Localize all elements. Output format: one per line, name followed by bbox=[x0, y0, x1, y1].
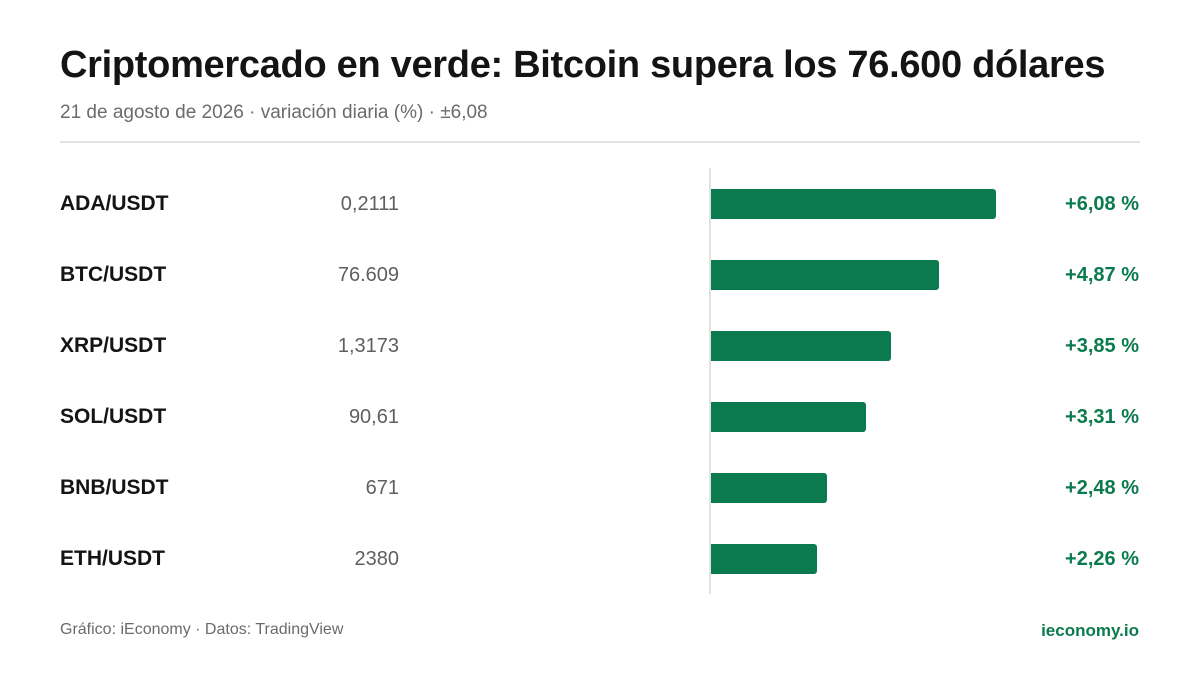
change-bar bbox=[711, 260, 939, 290]
source-credit: Gráfico: iEconomy · Datos: TradingView bbox=[60, 621, 344, 638]
table-row: ETH/USDT 2380 +2,26 % bbox=[0, 544, 1200, 574]
change-bar bbox=[711, 402, 866, 432]
change-bar bbox=[711, 473, 827, 503]
change-bar bbox=[711, 189, 996, 219]
change-label: +3,31 % bbox=[1065, 406, 1139, 428]
change-label: +3,85 % bbox=[1065, 335, 1139, 357]
pair-label: BTC/USDT bbox=[60, 263, 167, 286]
change-label: +2,26 % bbox=[1065, 548, 1139, 570]
price-value: 76.609 bbox=[337, 264, 399, 286]
change-label: +2,48 % bbox=[1065, 477, 1139, 499]
pair-label: XRP/USDT bbox=[60, 334, 167, 357]
table-row: XRP/USDT 1,3173 +3,85 % bbox=[0, 331, 1200, 361]
table-row: ADA/USDT 0,2111 +6,08 % bbox=[0, 189, 1200, 219]
table-row: SOL/USDT 90,61 +3,31 % bbox=[0, 402, 1200, 432]
chart-title: Criptomercado en verde: Bitcoin supera l… bbox=[60, 44, 1106, 86]
change-bar bbox=[711, 331, 891, 361]
change-label: +4,87 % bbox=[1065, 264, 1139, 286]
chart-subtitle: 21 de agosto de 2026 · variación diaria … bbox=[60, 102, 488, 123]
header-divider bbox=[60, 141, 1140, 143]
price-value: 671 bbox=[365, 477, 399, 499]
table-row: BNB/USDT 671 +2,48 % bbox=[0, 473, 1200, 503]
change-bar bbox=[711, 544, 817, 574]
pair-label: ADA/USDT bbox=[60, 192, 169, 215]
price-value: 90,61 bbox=[348, 406, 399, 428]
zero-axis-line bbox=[709, 168, 711, 594]
pair-label: ETH/USDT bbox=[60, 547, 165, 570]
table-row: BTC/USDT 76.609 +4,87 % bbox=[0, 260, 1200, 290]
price-value: 1,3173 bbox=[337, 335, 399, 357]
change-label: +6,08 % bbox=[1065, 193, 1139, 215]
price-value: 2380 bbox=[354, 548, 400, 570]
brand-link[interactable]: ieconomy.io bbox=[1041, 621, 1139, 640]
price-value: 0,2111 bbox=[340, 193, 399, 215]
pair-label: BNB/USDT bbox=[60, 476, 169, 499]
pair-label: SOL/USDT bbox=[60, 405, 167, 428]
